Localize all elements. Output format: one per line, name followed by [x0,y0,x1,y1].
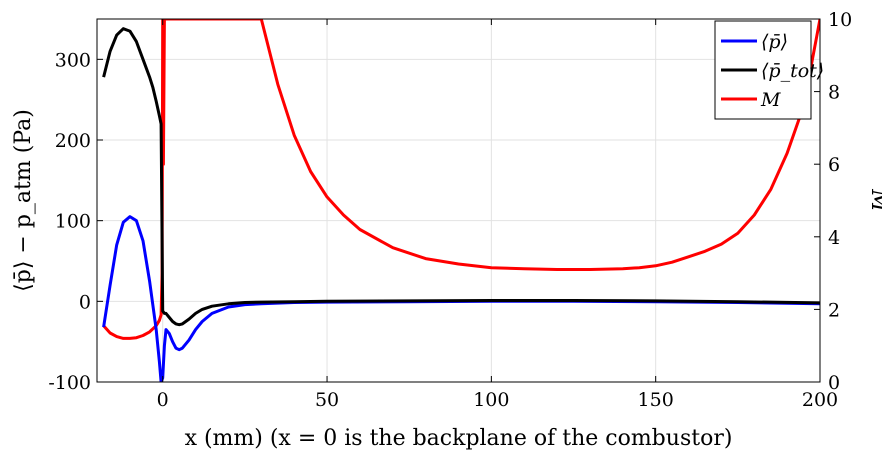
legend-label: M [760,89,781,111]
y-right-tick-label: 0 [828,372,840,394]
grid [97,19,821,383]
y-right-tick-label: 10 [828,9,852,31]
y-right-tick-label: 6 [828,154,840,176]
x-axis-label: x (mm) (x = 0 is the backplane of the co… [185,426,733,451]
series-group [102,19,820,382]
x-tick-label: 150 [638,389,674,411]
y-left-tick-label: 300 [55,49,91,71]
legend: ⟨p̄⟩ ⟨p̄_tot⟩ M [714,20,824,120]
y-left-tick-label: 0 [79,291,91,313]
y-left-tick-label: -100 [48,372,91,394]
y-axis-right-label: M [866,188,882,212]
y-right-tick-label: 4 [828,227,840,249]
legend-label: ⟨p̄_tot⟩ [761,60,824,82]
y-left-tick-label: 200 [55,130,91,152]
x-tick-label: 0 [157,389,169,411]
y-right-tick-label: 8 [828,82,840,104]
x-tick-label: 50 [315,389,339,411]
ticks: 0 50 100 150 200 -100 0 100 200 300 0 2 4 6 8 10 [48,9,852,411]
x-tick-label: 100 [473,389,509,411]
series-line-1 [102,27,820,327]
y-left-tick-label: 100 [55,211,91,233]
plot-frame [96,18,821,383]
x-tick-label: 200 [802,389,838,411]
y-right-tick-label: 2 [828,299,840,321]
y-axis-left-label: ⟨p̄⟩ − p_atm (Pa) [11,109,36,292]
series-line-2 [102,19,820,340]
legend-label: ⟨p̄⟩ [761,31,788,53]
